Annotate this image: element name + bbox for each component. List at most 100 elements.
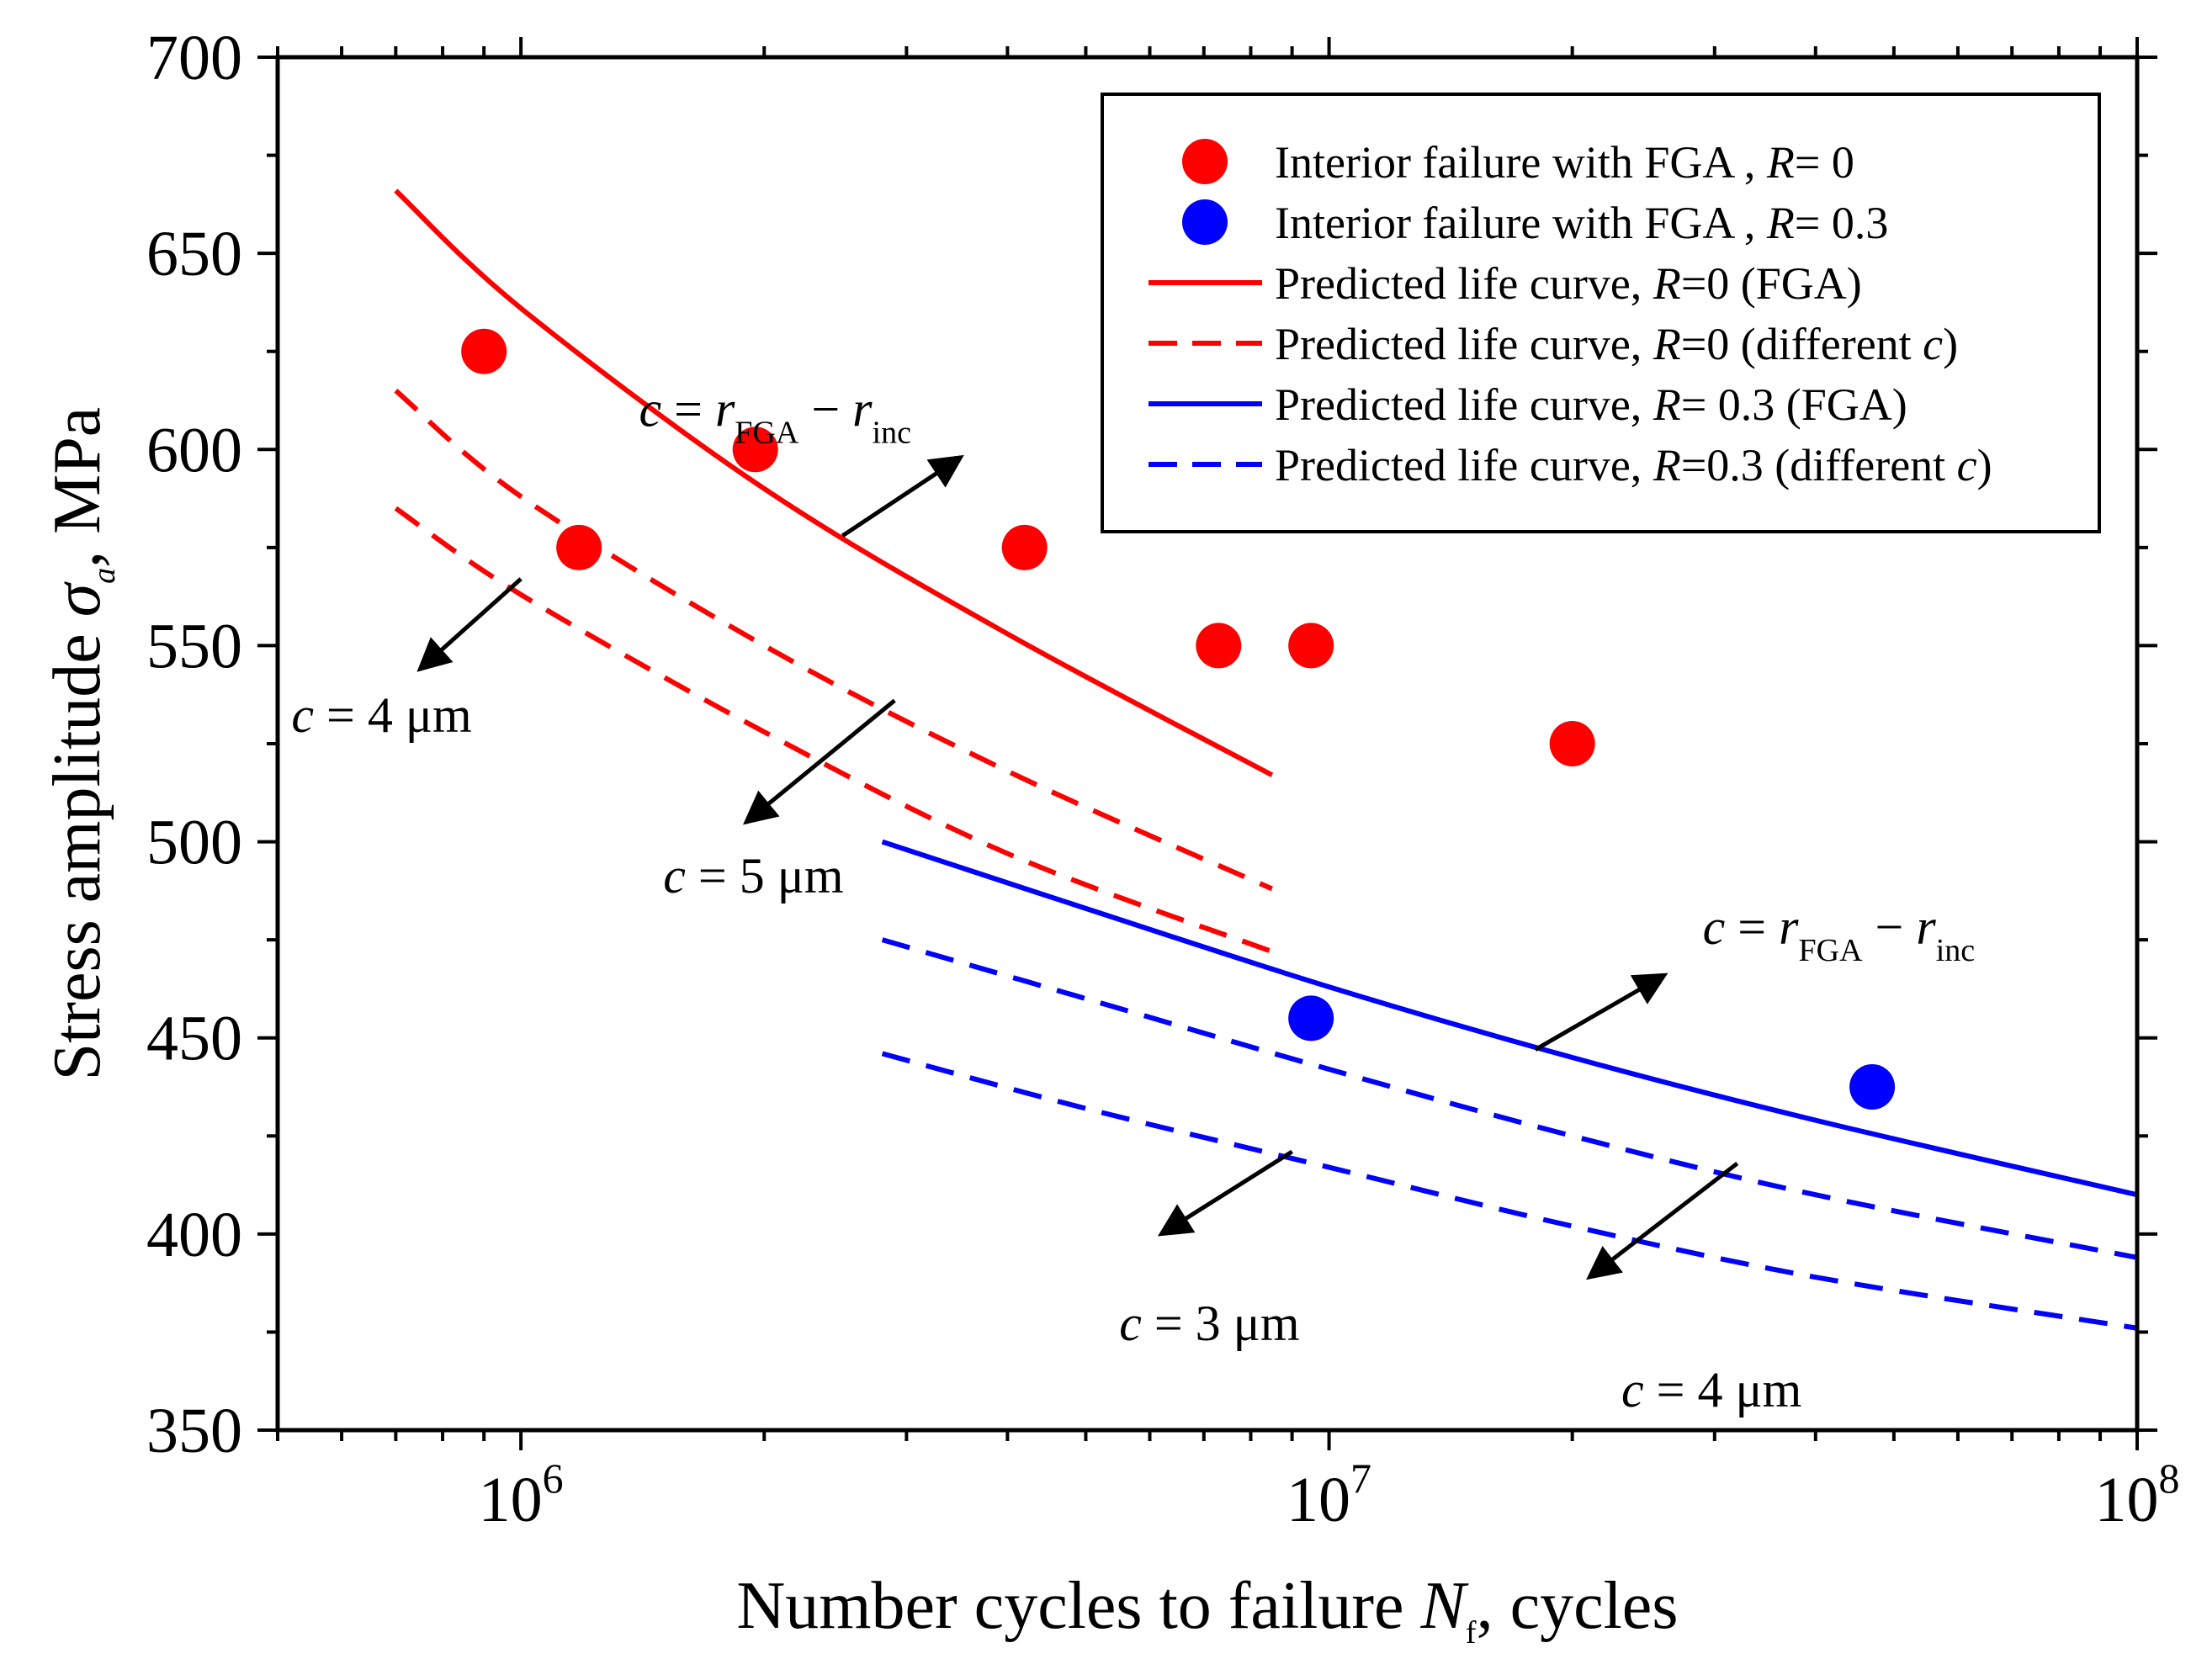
- anno-sub-fga: FGA: [735, 415, 799, 450]
- legend-label-3: Predicted life curve, R=0 (different c): [1275, 319, 1958, 369]
- anno-sub-fga: FGA: [1799, 933, 1864, 968]
- y-tick-label: 700: [146, 23, 242, 93]
- anno-equals: =: [661, 381, 715, 437]
- y-tick-label: 600: [146, 415, 242, 485]
- x-axis-title-main: Number cycles to failure: [737, 1569, 1421, 1643]
- anno-minus: −: [798, 381, 852, 437]
- y-tick-label: 500: [146, 808, 242, 878]
- plot-area: [394, 188, 2138, 1331]
- legend-text-tail: = 0.3: [1795, 198, 1888, 248]
- y-tick-label: 400: [146, 1200, 242, 1270]
- data-point-series-1: [1288, 995, 1334, 1041]
- anno-blue-4um-arrow: [1586, 1161, 1739, 1280]
- y-tick-label: 550: [146, 611, 242, 681]
- anno-equals: =: [1725, 899, 1779, 955]
- anno-value: = 5 μm: [686, 848, 844, 904]
- legend-text-var: R: [1653, 319, 1681, 369]
- legend-marker-0: [1182, 139, 1228, 184]
- anno-sub-inc: inc: [1936, 933, 1975, 968]
- legend-text-main: Interior failure with FGA ,: [1275, 198, 1767, 248]
- legend-label-5: Predicted life curve, R= 0.3 (FGA): [1275, 379, 1907, 430]
- series-line-2: [394, 188, 1274, 777]
- anno-blue-4um-label: c = 4 μm: [1621, 1362, 1801, 1418]
- anno-red-5um-arrow: [742, 698, 896, 825]
- anno-blue-rfga-arrow: [1534, 972, 1668, 1052]
- anno-var-r2: r: [852, 381, 873, 437]
- x-axis-title: Number cycles to failure Nf, cycles: [737, 1569, 1679, 1651]
- legend-text-tail: =0.3 (different: [1681, 440, 1957, 490]
- x-tick-label: 108: [2095, 1455, 2180, 1535]
- legend-text-var: R: [1766, 198, 1795, 248]
- anno-var-c: c: [1119, 1296, 1142, 1351]
- legend-text-var2: c: [1957, 440, 1977, 490]
- y-axis-title-var: σ: [40, 581, 114, 617]
- data-point-series-1: [1849, 1064, 1896, 1110]
- legend-text-tail2: ): [1977, 440, 1992, 490]
- x-tick-label-base: 10: [2095, 1465, 2159, 1535]
- x-tick-label-exponent: 8: [2159, 1455, 2180, 1502]
- legend-text-main: Predicted life curve,: [1275, 319, 1653, 369]
- data-point-series-0: [1001, 524, 1048, 570]
- x-axis-title-tail: , cycles: [1477, 1569, 1679, 1643]
- x-tick-label-exponent: 6: [543, 1455, 564, 1502]
- data-point-series-0: [461, 328, 507, 374]
- anno-var-c: c: [291, 687, 314, 743]
- anno-sub-inc: inc: [873, 415, 911, 450]
- anno-var-r: r: [715, 381, 735, 437]
- legend-text-main: Predicted life curve,: [1275, 258, 1653, 309]
- legend-text-main: Interior failure with FGA ,: [1275, 137, 1767, 188]
- x-axis-title-var: N: [1420, 1569, 1470, 1643]
- legend-text-var: R: [1653, 440, 1681, 490]
- legend: Interior failure with FGA , R= 0Interior…: [1101, 93, 2101, 533]
- legend-text-tail: = 0.3 (FGA): [1681, 379, 1907, 430]
- legend-text-var: R: [1653, 258, 1681, 309]
- anno-var-c: c: [639, 381, 661, 437]
- x-axis-title-sub: f: [1466, 1615, 1477, 1651]
- y-axis-title-tail: , MPa: [40, 407, 114, 568]
- anno-minus: −: [1863, 899, 1917, 955]
- anno-red-4um-arrow: [416, 577, 523, 672]
- x-tick-label-exponent: 7: [1350, 1455, 1371, 1502]
- y-tick-label: 450: [146, 1004, 242, 1074]
- y-axis-title-sub: a: [87, 568, 122, 584]
- legend-label-2: Predicted life curve, R=0 (FGA): [1275, 258, 1862, 309]
- anno-var-r: r: [1779, 899, 1799, 955]
- legend-text-main: Predicted life curve,: [1275, 379, 1653, 430]
- x-tick-label-base: 10: [479, 1465, 543, 1535]
- anno-red-4um-label: c = 4 μm: [291, 687, 471, 743]
- series-line-7: [881, 1051, 2138, 1331]
- anno-blue-rfga-label: c = rFGA − rinc: [1703, 899, 1976, 968]
- data-point-series-0: [1288, 623, 1334, 669]
- data-point-series-0: [1549, 721, 1595, 766]
- legend-text-tail: =0 (different: [1681, 319, 1923, 369]
- y-tick-label: 650: [146, 219, 242, 289]
- legend-label-1: Interior failure with FGA , R= 0.3: [1275, 198, 1888, 248]
- x-tick-label: 107: [1286, 1455, 1371, 1535]
- anno-red-rfga-arrow: [841, 454, 964, 538]
- legend-box: [1101, 93, 2101, 533]
- y-tick-label: 350: [146, 1396, 242, 1466]
- anno-blue-3um-arrow: [1157, 1149, 1293, 1237]
- anno-red-rfga-label: c = rFGA − rinc: [639, 381, 911, 450]
- series-line-6: [881, 937, 2138, 1260]
- x-tick-label: 106: [479, 1455, 564, 1535]
- legend-text-tail: =0 (FGA): [1681, 258, 1862, 309]
- anno-blue-3um-label: c = 3 μm: [1119, 1296, 1299, 1351]
- series-line-4: [394, 506, 1273, 954]
- y-axis-title: Stress amplitude σa, MPa: [40, 407, 122, 1081]
- legend-text-tail2: ): [1943, 319, 1958, 369]
- legend-text-tail: = 0: [1795, 137, 1854, 188]
- series-line-5: [881, 839, 2138, 1198]
- legend-text-var: R: [1653, 379, 1681, 430]
- legend-label-6: Predicted life curve, R=0.3 (different c…: [1275, 440, 1992, 490]
- anno-value: = 4 μm: [314, 687, 472, 743]
- anno-red-5um-label: c = 5 μm: [663, 848, 843, 904]
- anno-var-r2: r: [1916, 899, 1936, 955]
- anno-var-c: c: [1703, 899, 1726, 955]
- data-point-series-0: [732, 427, 778, 473]
- legend-text-var2: c: [1923, 319, 1943, 369]
- x-tick-label-base: 10: [1286, 1465, 1350, 1535]
